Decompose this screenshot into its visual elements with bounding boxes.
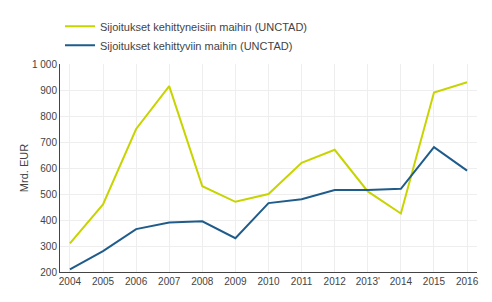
svg-text:2013': 2013' xyxy=(356,276,380,287)
svg-text:2011: 2011 xyxy=(291,276,313,287)
svg-text:400: 400 xyxy=(40,215,57,226)
svg-text:2004: 2004 xyxy=(59,276,82,287)
svg-text:Sijoitukset kehittyneisiin mai: Sijoitukset kehittyneisiin maihin (UNCTA… xyxy=(100,21,307,33)
svg-text:2005: 2005 xyxy=(92,276,115,287)
svg-text:300: 300 xyxy=(40,241,57,252)
svg-text:2015: 2015 xyxy=(423,276,446,287)
svg-text:Mrd. EUR: Mrd. EUR xyxy=(18,144,30,192)
svg-text:800: 800 xyxy=(40,111,57,122)
svg-text:2008: 2008 xyxy=(191,276,214,287)
svg-text:500: 500 xyxy=(40,189,57,200)
svg-text:2006: 2006 xyxy=(125,276,148,287)
svg-text:2009: 2009 xyxy=(224,276,247,287)
svg-text:900: 900 xyxy=(40,85,57,96)
svg-text:600: 600 xyxy=(40,163,57,174)
svg-text:2016: 2016 xyxy=(456,276,479,287)
svg-text:Sijoitukset kehittyviin maihin: Sijoitukset kehittyviin maihin (UNCTAD) xyxy=(100,40,292,52)
svg-text:2007: 2007 xyxy=(158,276,181,287)
svg-text:1 000: 1 000 xyxy=(32,59,57,70)
svg-text:2014: 2014 xyxy=(390,276,413,287)
svg-text:2012: 2012 xyxy=(324,276,347,287)
svg-text:700: 700 xyxy=(40,137,57,148)
svg-text:2010: 2010 xyxy=(257,276,280,287)
svg-text:200: 200 xyxy=(40,267,57,278)
